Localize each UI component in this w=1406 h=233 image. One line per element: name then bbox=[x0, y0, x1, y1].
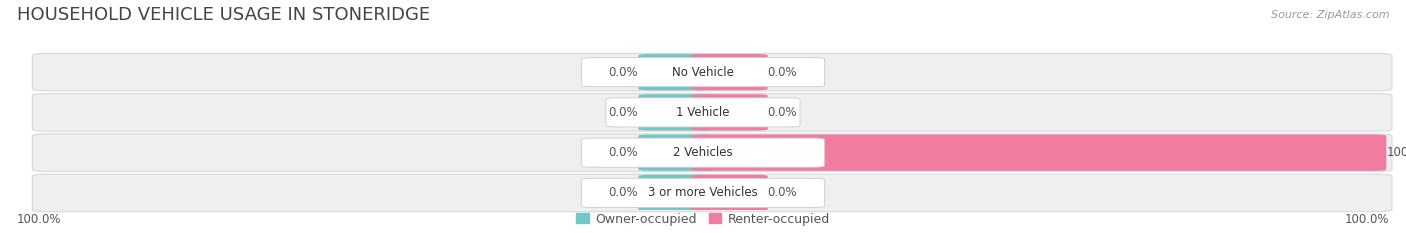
FancyBboxPatch shape bbox=[638, 175, 714, 211]
Text: 0.0%: 0.0% bbox=[609, 146, 638, 159]
Text: 0.0%: 0.0% bbox=[768, 106, 797, 119]
FancyBboxPatch shape bbox=[692, 54, 768, 90]
FancyBboxPatch shape bbox=[32, 134, 1392, 171]
Text: No Vehicle: No Vehicle bbox=[672, 66, 734, 79]
FancyBboxPatch shape bbox=[692, 175, 768, 211]
Text: 0.0%: 0.0% bbox=[768, 66, 797, 79]
Text: HOUSEHOLD VEHICLE USAGE IN STONERIDGE: HOUSEHOLD VEHICLE USAGE IN STONERIDGE bbox=[17, 6, 430, 24]
Text: 0.0%: 0.0% bbox=[609, 106, 638, 119]
FancyBboxPatch shape bbox=[638, 94, 714, 130]
FancyBboxPatch shape bbox=[582, 138, 824, 167]
FancyBboxPatch shape bbox=[582, 58, 824, 87]
Text: 3 or more Vehicles: 3 or more Vehicles bbox=[648, 186, 758, 199]
Text: 0.0%: 0.0% bbox=[609, 186, 638, 199]
Text: 0.0%: 0.0% bbox=[768, 186, 797, 199]
Text: 100.0%: 100.0% bbox=[1386, 146, 1406, 159]
Legend: Owner-occupied, Renter-occupied: Owner-occupied, Renter-occupied bbox=[571, 208, 835, 230]
Text: 1 Vehicle: 1 Vehicle bbox=[676, 106, 730, 119]
FancyBboxPatch shape bbox=[692, 134, 1386, 171]
FancyBboxPatch shape bbox=[638, 54, 714, 90]
Text: 0.0%: 0.0% bbox=[609, 66, 638, 79]
FancyBboxPatch shape bbox=[606, 98, 800, 127]
Text: 100.0%: 100.0% bbox=[17, 212, 62, 226]
FancyBboxPatch shape bbox=[692, 94, 768, 130]
FancyBboxPatch shape bbox=[582, 178, 824, 208]
Text: 100.0%: 100.0% bbox=[1344, 212, 1389, 226]
Text: 2 Vehicles: 2 Vehicles bbox=[673, 146, 733, 159]
Text: Source: ZipAtlas.com: Source: ZipAtlas.com bbox=[1271, 10, 1389, 20]
FancyBboxPatch shape bbox=[638, 134, 714, 171]
FancyBboxPatch shape bbox=[32, 53, 1392, 91]
FancyBboxPatch shape bbox=[32, 174, 1392, 212]
FancyBboxPatch shape bbox=[32, 94, 1392, 131]
